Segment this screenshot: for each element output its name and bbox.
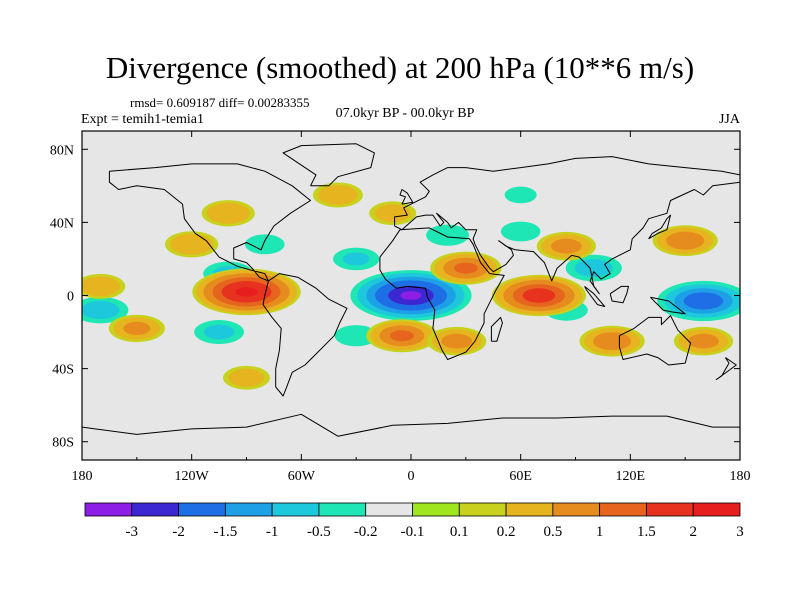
colorbar-swatch	[458, 502, 507, 517]
anomaly-contour	[318, 185, 358, 205]
x-tick-label: 60W	[288, 469, 316, 484]
colorbar: -3 -2 -1.5 -1 -0.5 -0.2 -0.1 0.1 0.2 0.5 1 1.5 2 3	[84, 502, 744, 540]
coastline	[399, 189, 414, 205]
colorbar-swatch	[131, 502, 179, 517]
colorbar-label: 0.1	[450, 524, 469, 540]
colorbar-swatch	[318, 502, 367, 517]
coastline	[584, 286, 606, 307]
coastline	[609, 285, 629, 304]
anomaly-contour	[574, 259, 613, 278]
colorbar-swatch	[646, 502, 694, 517]
coastline	[82, 413, 740, 437]
colorbar-label: 0.5	[544, 524, 563, 540]
anomaly-contour	[235, 287, 258, 297]
anomaly-contour	[500, 221, 541, 242]
y-tick-label: 40N	[50, 216, 74, 231]
coastlines	[82, 143, 740, 437]
anomaly-contour	[228, 368, 265, 387]
anomaly-contour	[522, 288, 556, 303]
y-tick-label: 80N	[50, 143, 74, 158]
anomaly-contour	[441, 333, 473, 349]
stats-label: rmsd= 0.609187 diff= 0.00283355	[130, 95, 310, 110]
anomaly-contour	[342, 252, 370, 266]
colorbar-label: 1	[596, 524, 604, 540]
colorbar-swatch	[552, 502, 601, 517]
anomaly-contour	[426, 224, 470, 246]
anomaly-field	[82, 131, 740, 460]
anomaly-contour	[206, 202, 250, 224]
colorbar-swatch	[224, 502, 273, 517]
x-tick-label: 120W	[175, 469, 210, 484]
colorbar-label: 3	[736, 524, 744, 540]
colorbar-label: -0.2	[354, 524, 378, 540]
anomaly-contour	[334, 325, 378, 347]
x-axis: 180 120W 60W 0 60E 120E 180	[72, 131, 751, 484]
colorbar-swatch	[178, 502, 226, 517]
y-tick-label: 80S	[52, 436, 74, 451]
anomaly-contour	[666, 231, 705, 250]
anomaly-contour	[390, 421, 432, 444]
coastline	[490, 316, 503, 342]
coastline	[108, 163, 311, 282]
colorbar-swatch	[365, 502, 413, 517]
anomaly-contour	[683, 292, 724, 310]
period-label: 07.0kyr BP - 00.0kyr BP	[335, 106, 475, 121]
x-tick-label: 60E	[509, 469, 532, 484]
colorbar-label: -0.5	[307, 524, 331, 540]
colorbar-swatch	[505, 502, 554, 517]
anomaly-contour	[504, 186, 537, 204]
anomaly-contour	[203, 324, 235, 340]
y-tick-label: 40S	[52, 363, 74, 378]
colorbar-swatch	[692, 502, 741, 517]
anomaly-contour	[82, 276, 121, 297]
anomaly-contour	[453, 262, 478, 274]
coastline	[262, 273, 348, 397]
anomaly-contour	[123, 321, 151, 335]
anomaly-contour	[244, 234, 285, 255]
colorbar-label: -1	[266, 524, 279, 540]
x-tick-label: 0	[408, 469, 415, 484]
anomaly-contour	[170, 233, 214, 255]
x-tick-label: 120E	[616, 469, 646, 484]
coastline	[715, 357, 737, 381]
anomaly-contour	[389, 330, 414, 342]
colorbar-label: -1.5	[214, 524, 238, 540]
x-tick-label: 180	[730, 469, 751, 484]
colorbar-swatch	[84, 502, 133, 517]
x-tick-label: 180	[72, 469, 93, 484]
experiment-label: Expt = temih1-temia1	[81, 112, 204, 127]
colorbar-swatch	[271, 502, 320, 517]
y-axis: 80N 40N 0 40S 80S	[50, 143, 740, 451]
anomaly-contour	[400, 291, 422, 300]
coastline	[282, 143, 375, 187]
anomaly-contour	[550, 238, 582, 254]
anomaly-contour	[374, 204, 411, 223]
coastline	[379, 227, 505, 360]
colorbar-swatch	[412, 502, 460, 517]
y-tick-label: 0	[67, 290, 74, 305]
colorbar-label: 0.2	[497, 524, 516, 540]
colorbar-label: 1.5	[637, 524, 656, 540]
chart-title: Divergence (smoothed) at 200 hPa (10**6 …	[105, 50, 695, 85]
colorbar-label: 2	[689, 524, 697, 540]
anomaly-contour	[592, 332, 632, 351]
coastline	[618, 315, 692, 366]
anomaly-contour	[688, 333, 719, 349]
coastline	[394, 156, 740, 295]
coastline	[650, 296, 686, 315]
colorbar-swatch	[599, 502, 647, 517]
coastline	[648, 214, 671, 240]
colorbar-label: -0.1	[401, 524, 425, 540]
season-label: JJA	[718, 112, 740, 127]
colorbar-label: -3	[126, 524, 139, 540]
anomaly-contour	[82, 301, 120, 320]
colorbar-label: -2	[172, 524, 185, 540]
